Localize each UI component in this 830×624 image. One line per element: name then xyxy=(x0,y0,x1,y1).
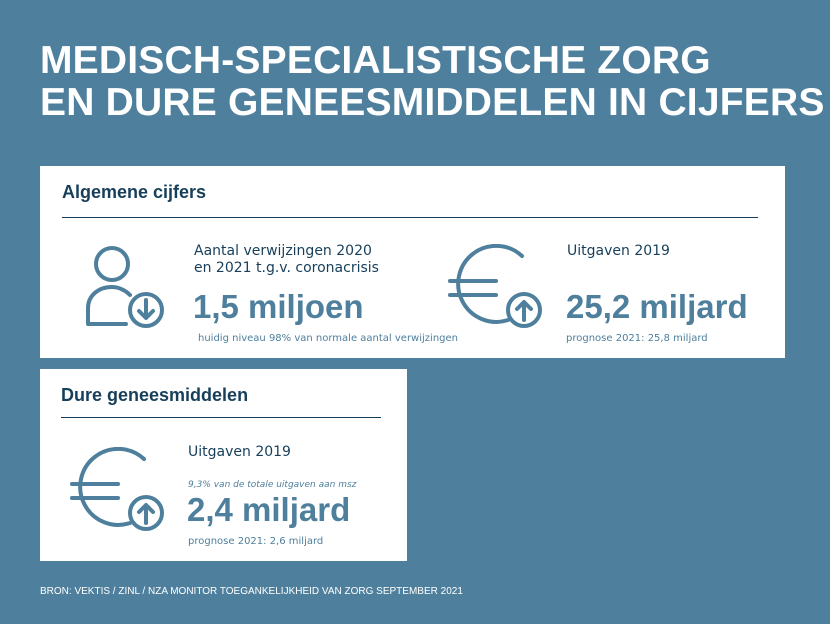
person-arrow-down-icon xyxy=(86,246,164,328)
expensive-drugs-divider xyxy=(61,417,381,418)
expensive-drugs-heading: Dure geneesmiddelen xyxy=(61,385,249,405)
spending-label: Uitgaven 2019 xyxy=(567,243,670,259)
general-figures-card: Algemene cijfers Aantal verwijzingen 202… xyxy=(40,166,785,358)
expensive-drugs-card: Dure geneesmiddelen Uitgaven 2019 9,3% v… xyxy=(40,369,407,561)
page-title: MEDISCH-SPECIALISTISCHE ZORG EN DURE GEN… xyxy=(40,40,825,124)
drugs-share-note: 9,3% van de totale uitgaven aan msz xyxy=(188,480,357,490)
euro-arrow-up-icon xyxy=(448,244,542,328)
general-figures-heading: Algemene cijfers xyxy=(62,182,207,202)
referrals-note: huidig niveau 98% van normale aantal ver… xyxy=(198,333,458,344)
general-figures-divider xyxy=(62,217,758,218)
referrals-value: 1,5 miljoen xyxy=(193,288,364,325)
referrals-label-line-1: Aantal verwijzingen 2020 xyxy=(194,243,372,259)
drugs-spending-note: prognose 2021: 2,6 miljard xyxy=(188,536,324,547)
referrals-label: Aantal verwijzingen 2020 en 2021 t.g.v. … xyxy=(194,243,379,277)
page-title-line-2: EN DURE GENEESMIDDELEN IN CIJFERS xyxy=(40,81,825,124)
page-title-line-1: MEDISCH-SPECIALISTISCHE ZORG xyxy=(40,39,711,82)
spending-value: 25,2 miljard xyxy=(566,288,748,325)
spending-note: prognose 2021: 25,8 miljard xyxy=(566,333,708,344)
referrals-label-line-2: en 2021 t.g.v. coronacrisis xyxy=(194,260,379,276)
drugs-spending-value: 2,4 miljard xyxy=(187,491,351,528)
source-note: BRON: VEKTIS / ZINL / NZA MONITOR TOEGAN… xyxy=(40,586,463,597)
drugs-spending-label: Uitgaven 2019 xyxy=(188,444,291,460)
euro-arrow-up-icon xyxy=(70,447,164,531)
